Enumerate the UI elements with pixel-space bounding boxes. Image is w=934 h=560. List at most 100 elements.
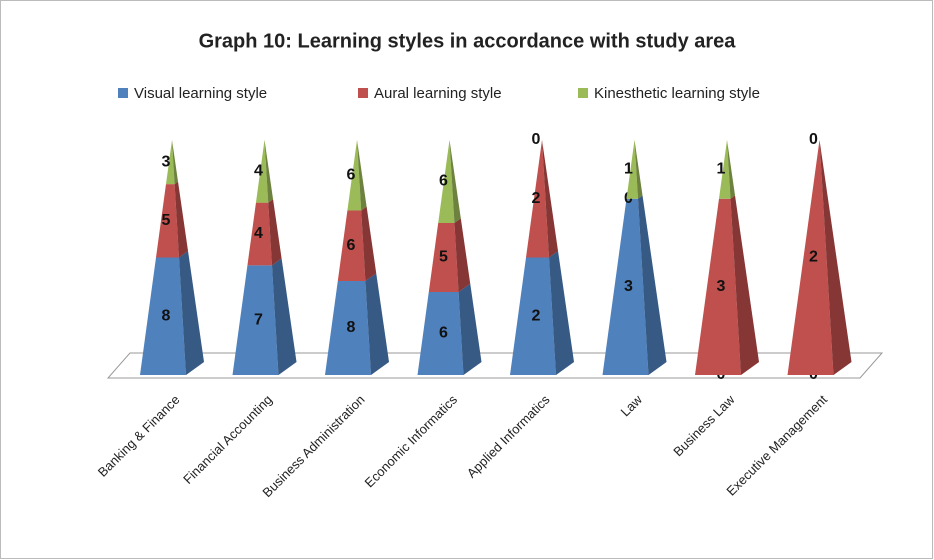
side-face bbox=[730, 195, 759, 375]
front-face bbox=[347, 140, 362, 211]
front-face bbox=[140, 257, 186, 375]
side-face bbox=[727, 140, 735, 199]
side-shade bbox=[542, 140, 558, 258]
side-shade bbox=[179, 251, 204, 375]
pyramid-segment bbox=[255, 140, 274, 203]
legend-label: Aural learning style bbox=[374, 85, 502, 102]
pyramid-segment bbox=[787, 140, 852, 375]
chart-title: Graph 10: Learning styles in accordance … bbox=[199, 30, 737, 52]
side-shade bbox=[638, 195, 667, 375]
pyramid-segment bbox=[166, 140, 178, 185]
side-face bbox=[172, 140, 178, 185]
side-shade bbox=[271, 258, 297, 375]
pyramid-segment bbox=[247, 199, 282, 266]
side-shade bbox=[172, 140, 178, 185]
side-shade bbox=[361, 206, 377, 281]
pyramid-segment bbox=[719, 140, 735, 199]
side-face bbox=[458, 283, 482, 375]
side-face bbox=[357, 140, 367, 211]
data-label: 6 bbox=[347, 166, 356, 183]
side-face bbox=[365, 273, 389, 375]
side-face bbox=[449, 140, 461, 223]
pyramid-segment bbox=[232, 258, 297, 375]
data-label: 0 bbox=[532, 131, 541, 148]
side-face bbox=[179, 251, 204, 375]
front-face bbox=[337, 210, 366, 281]
side-face bbox=[268, 199, 282, 266]
side-shade bbox=[268, 199, 282, 266]
side-shade bbox=[365, 273, 389, 375]
data-label: 1 bbox=[624, 161, 633, 178]
front-face bbox=[232, 265, 279, 375]
side-shade bbox=[634, 140, 643, 199]
front-face bbox=[255, 140, 269, 203]
legend-label: Kinesthetic learning style bbox=[594, 85, 760, 102]
side-shade bbox=[819, 140, 852, 375]
pyramid-segment bbox=[428, 218, 471, 293]
front-face bbox=[510, 257, 556, 375]
data-label: 2 bbox=[532, 190, 541, 207]
pyramid-segment bbox=[417, 283, 482, 375]
front-face bbox=[438, 140, 455, 223]
data-label: 8 bbox=[162, 307, 171, 324]
front-face bbox=[719, 140, 731, 199]
data-label: 3 bbox=[624, 278, 633, 295]
data-label: 6 bbox=[439, 173, 448, 190]
data-label: 4 bbox=[254, 163, 263, 180]
legend-label: Visual learning style bbox=[134, 85, 267, 102]
pyramid-segment bbox=[140, 251, 204, 375]
pyramid-segment bbox=[156, 181, 188, 258]
data-label: 5 bbox=[162, 212, 171, 229]
data-label: 8 bbox=[347, 319, 356, 336]
data-label: 5 bbox=[439, 249, 448, 266]
side-shade bbox=[727, 140, 735, 199]
side-shade bbox=[458, 283, 482, 375]
front-face bbox=[166, 140, 175, 185]
side-face bbox=[454, 218, 471, 293]
front-face bbox=[602, 198, 649, 375]
pyramid-segment bbox=[526, 140, 558, 258]
data-label: 3 bbox=[162, 153, 171, 170]
floor bbox=[106, 352, 884, 379]
legend-swatch bbox=[578, 88, 588, 98]
legend-swatch bbox=[118, 88, 128, 98]
side-shade bbox=[174, 181, 188, 258]
front-face bbox=[428, 222, 459, 293]
side-face bbox=[549, 251, 574, 375]
front-face bbox=[787, 140, 834, 375]
data-label: 1 bbox=[717, 161, 726, 178]
side-shade bbox=[449, 140, 461, 223]
pyramid-segment bbox=[337, 206, 377, 281]
front-face bbox=[526, 140, 549, 258]
data-label: 4 bbox=[254, 225, 263, 242]
side-face bbox=[542, 140, 558, 258]
front-face bbox=[695, 198, 741, 375]
side-face bbox=[361, 206, 377, 281]
front-face bbox=[156, 184, 179, 258]
front-face bbox=[325, 281, 371, 375]
pyramid-segment bbox=[325, 273, 389, 375]
data-label: 0 bbox=[809, 131, 818, 148]
pyramid-segment bbox=[347, 140, 367, 211]
side-face bbox=[264, 140, 274, 203]
front-face bbox=[247, 202, 272, 266]
front-face bbox=[417, 292, 464, 375]
side-face bbox=[634, 140, 643, 199]
side-shade bbox=[264, 140, 274, 203]
legend-swatch bbox=[358, 88, 368, 98]
side-shade bbox=[730, 195, 759, 375]
side-shade bbox=[549, 251, 574, 375]
data-label: 6 bbox=[347, 237, 356, 254]
side-shade bbox=[454, 218, 471, 293]
data-label: 7 bbox=[254, 311, 263, 328]
pyramid-segment bbox=[438, 140, 461, 223]
side-face bbox=[174, 181, 188, 258]
data-label: 6 bbox=[439, 325, 448, 342]
side-face bbox=[271, 258, 297, 375]
pyramid-segment bbox=[510, 251, 574, 375]
data-label: 2 bbox=[532, 307, 541, 324]
pyramid-segment bbox=[695, 195, 759, 375]
data-label: 2 bbox=[809, 249, 818, 266]
front-face bbox=[626, 140, 638, 199]
